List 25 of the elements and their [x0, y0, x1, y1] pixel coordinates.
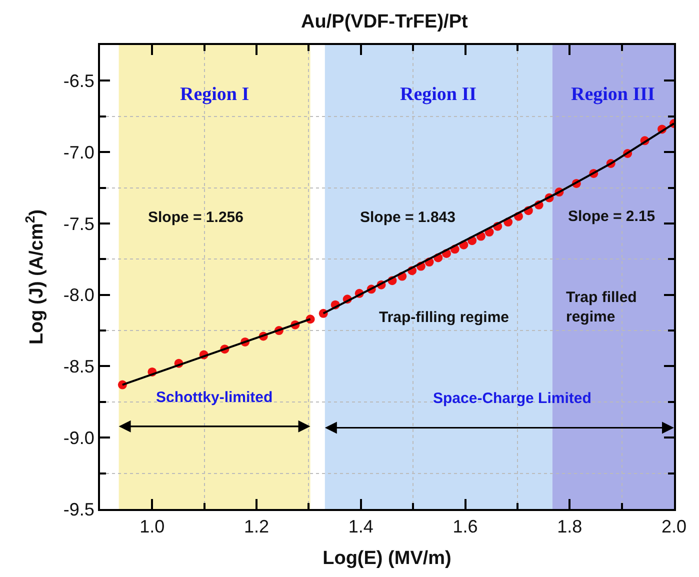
- band-label: Region III: [571, 84, 655, 105]
- x-tick-label: 1.6: [452, 516, 478, 537]
- y-tick-label: -7.5: [63, 214, 94, 234]
- annotation: Slope = 2.15: [568, 208, 656, 225]
- y-tick-label: -8.5: [63, 356, 94, 377]
- annotation: Space-Charge Limited: [433, 390, 592, 407]
- annotation: Slope = 1.843: [360, 209, 456, 226]
- x-tick-label: 1.4: [348, 516, 374, 537]
- y-tick-label: -9.5: [63, 499, 94, 520]
- x-tick-label: 1.8: [557, 516, 582, 537]
- x-axis-title: Log(E) (MV/m): [322, 548, 452, 569]
- y-tick-label: -8.0: [63, 285, 94, 306]
- chart-title: Au/P(VDF-TrFE)/Pt: [301, 12, 468, 33]
- annotation: Schottky-limited: [156, 389, 273, 406]
- y-tick-label: -6.5: [63, 70, 94, 91]
- band-label: Region I: [180, 84, 250, 105]
- y-tick-label: -7.0: [63, 142, 94, 162]
- x-tick-label: 1.0: [140, 516, 165, 537]
- x-tick-label: 1.2: [244, 516, 270, 537]
- annotation: Trap-filling regime: [379, 309, 510, 326]
- y-tick-label: -9.0: [63, 428, 94, 448]
- annotation: Slope = 1.256: [148, 209, 244, 226]
- annotation: Trap filled regime: [566, 289, 637, 326]
- x-tick-label: 2.0: [661, 516, 687, 537]
- band-label: Region II: [400, 84, 477, 105]
